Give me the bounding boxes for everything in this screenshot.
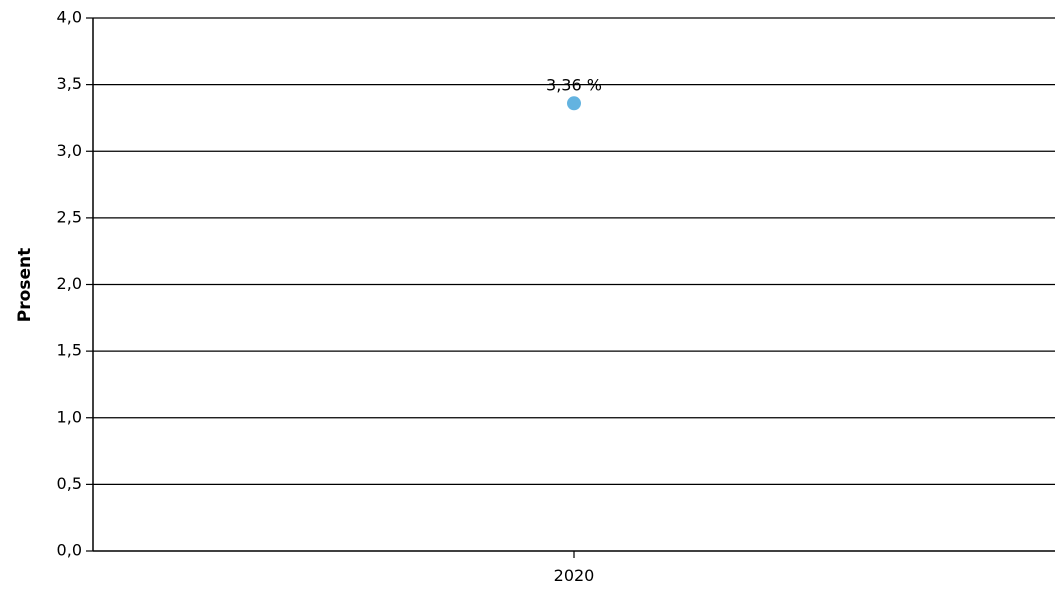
y-tick-label: 3,0 xyxy=(57,141,82,160)
y-tick-label: 0,0 xyxy=(57,541,82,560)
y-tick-label: 3,5 xyxy=(57,74,82,93)
data-point xyxy=(567,96,581,111)
y-axis: 0,0 0,5 1,0 1,5 2,0 2,5 3,0 3,5 4,0 xyxy=(57,8,94,560)
y-tick-label: 1,0 xyxy=(57,407,82,426)
y-tick-label: 4,0 xyxy=(57,8,82,27)
y-axis-title: Prosent xyxy=(15,248,35,322)
y-tick-label: 1,5 xyxy=(57,341,82,360)
y-tick-label: 2,5 xyxy=(57,207,82,226)
x-tick-label: 2020 xyxy=(554,566,595,585)
y-tick-label: 0,5 xyxy=(57,474,82,493)
y-tick-label: 2,0 xyxy=(57,274,82,293)
plot-series: 3,36 % xyxy=(546,75,602,111)
x-axis: 2020 xyxy=(93,550,1055,585)
gridlines xyxy=(93,17,1055,485)
data-label: 3,36 % xyxy=(546,75,602,94)
